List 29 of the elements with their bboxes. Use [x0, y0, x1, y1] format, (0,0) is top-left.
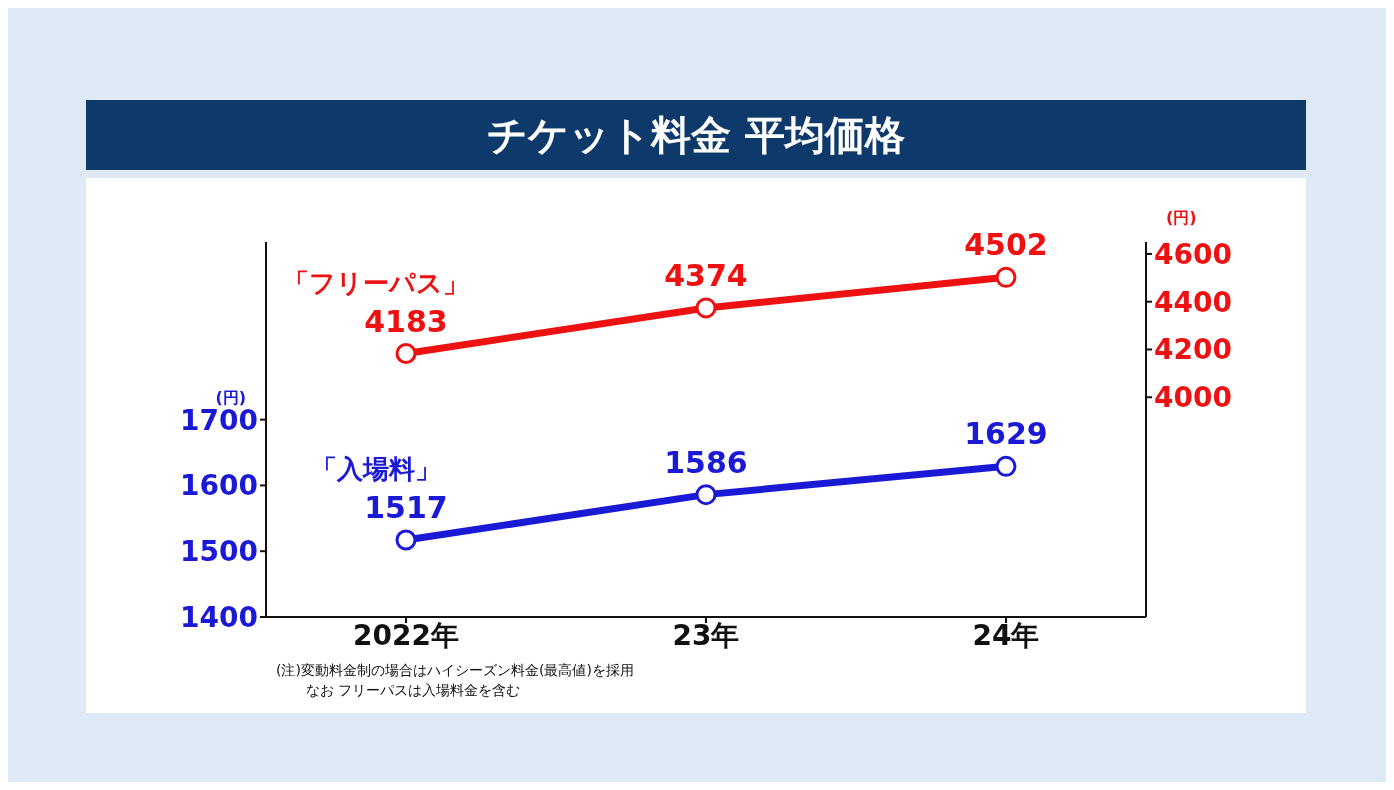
data-label: 4502 — [964, 227, 1048, 263]
y2-tick-label: 4200 — [1154, 333, 1232, 367]
point — [395, 529, 417, 551]
y2-axis-title: (円) — [1166, 208, 1197, 228]
series-label: 「フリーパス」 — [283, 267, 469, 298]
x-tick-label: 23年 — [672, 618, 740, 652]
y-tick-label: 1500 — [180, 535, 258, 569]
chart-title: チケット料金 平均価格 — [86, 100, 1306, 170]
y-tick-label: 1600 — [180, 469, 258, 503]
data-label: 1517 — [364, 490, 448, 526]
series-label: 「入場料」 — [311, 454, 441, 485]
point — [695, 297, 717, 319]
data-label: 4183 — [364, 303, 448, 339]
y2-tick-label: 4000 — [1154, 381, 1232, 415]
x-tick-label: 24年 — [972, 618, 1040, 652]
point — [995, 455, 1017, 477]
data-label: 1629 — [964, 416, 1048, 452]
point — [995, 266, 1017, 288]
y-tick-label: 1400 — [180, 600, 258, 634]
data-label: 1586 — [664, 444, 748, 480]
y2-tick-label: 4600 — [1154, 237, 1232, 271]
point — [695, 484, 717, 506]
point — [395, 343, 417, 365]
x-tick-label: 2022年 — [353, 618, 459, 652]
y2-tick-label: 4400 — [1154, 285, 1232, 319]
text: (注)変動料金制の場合はハイシーズン料金(最高値)を採用 — [276, 661, 634, 680]
text: なお フリーパスは入場料金を含む — [305, 681, 522, 700]
data-label: 4374 — [664, 257, 748, 293]
y-axis-title: (円) — [215, 388, 246, 408]
